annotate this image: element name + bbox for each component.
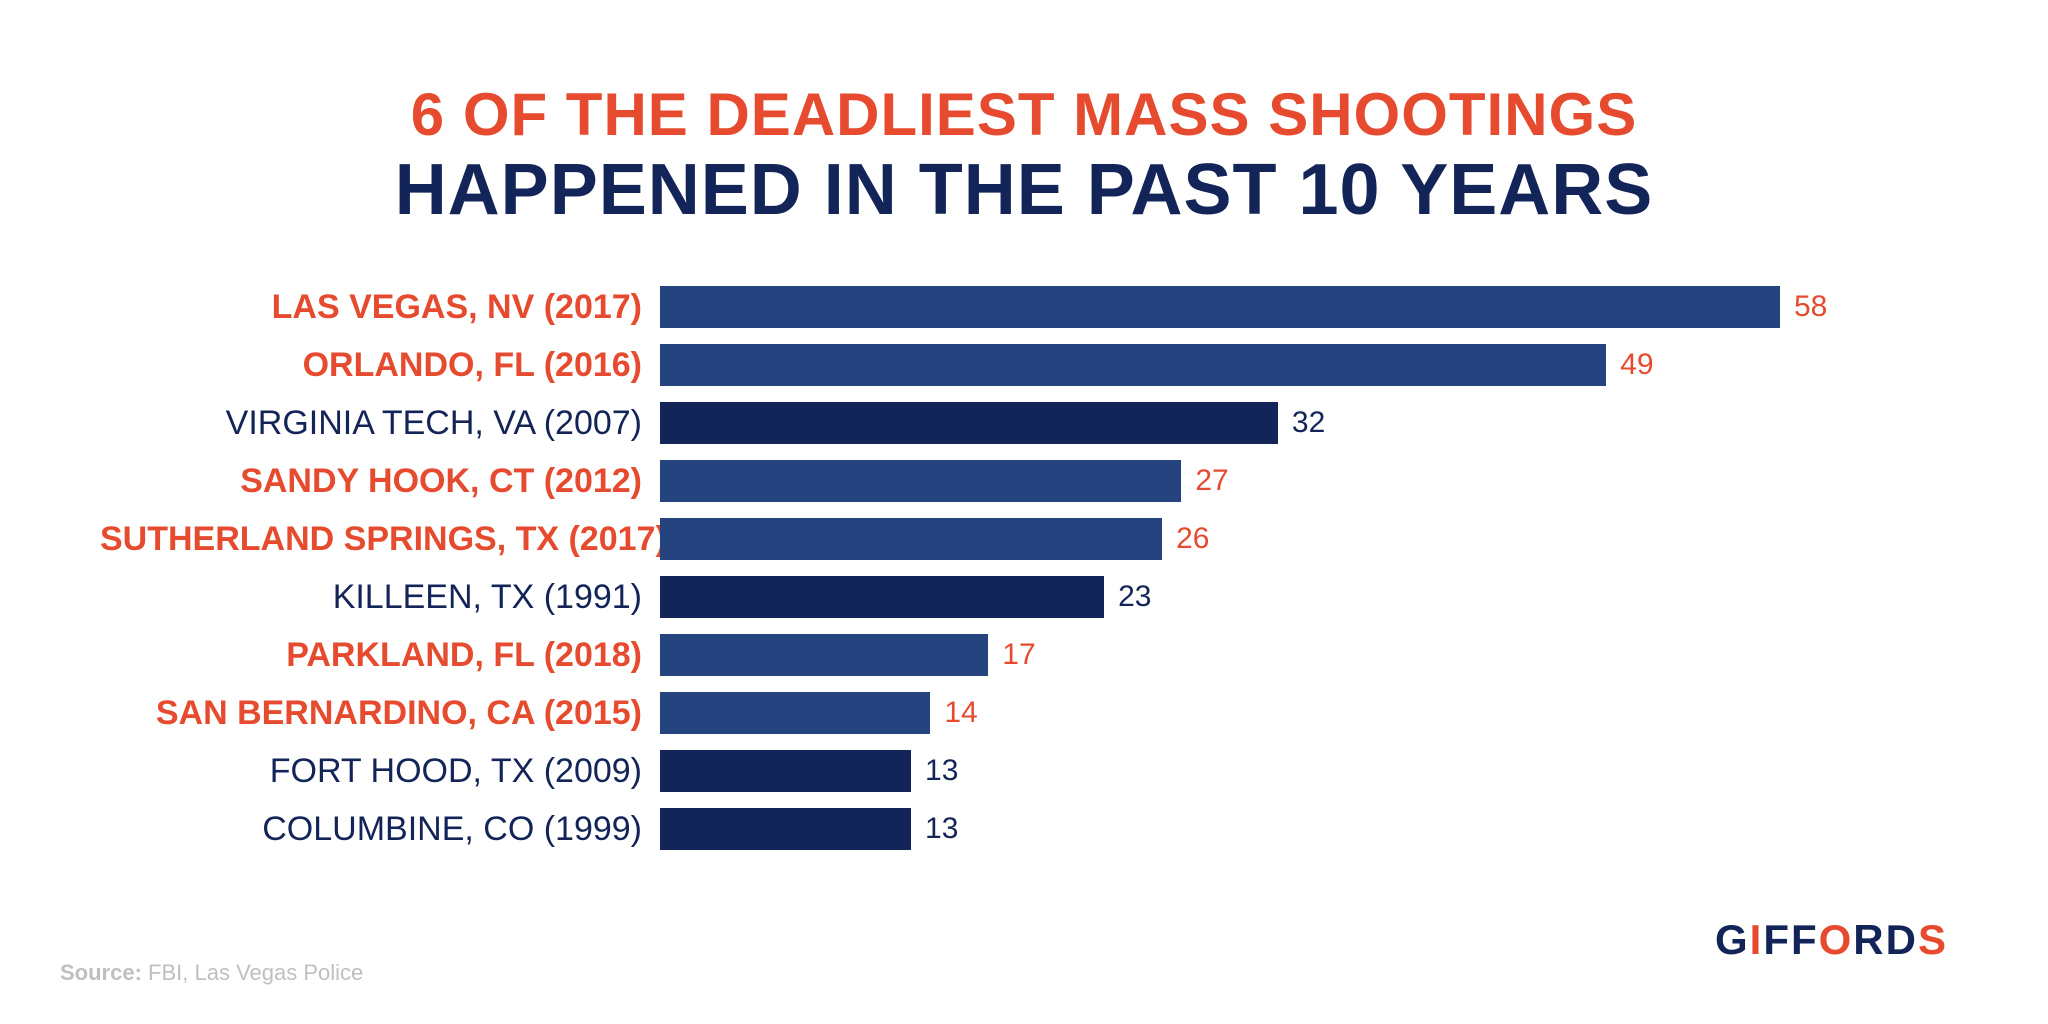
bar-label: FORT HOOD, TX (2009) — [100, 752, 660, 791]
title-block: 6 OF THE DEADLIEST MASS SHOOTINGS HAPPEN… — [100, 80, 1948, 231]
bar — [660, 576, 1104, 618]
bar-value: 13 — [925, 754, 958, 788]
logo-letter: O — [1819, 916, 1854, 963]
logo-letter: G — [1715, 916, 1750, 963]
bar-area: 32 — [660, 402, 1948, 444]
logo-letter: S — [1918, 916, 1948, 963]
bar-value: 27 — [1195, 464, 1228, 498]
bar-label: SAN BERNARDINO, CA (2015) — [100, 694, 660, 733]
source-label: Source: — [60, 960, 142, 985]
bar-value: 17 — [1002, 638, 1035, 672]
bar-label: COLUMBINE, CO (1999) — [100, 810, 660, 849]
source-attribution: Source: FBI, Las Vegas Police — [60, 960, 363, 986]
chart-row: COLUMBINE, CO (1999) 13 — [100, 803, 1948, 855]
logo-letter: R — [1853, 916, 1885, 963]
bar — [660, 750, 911, 792]
bar-value: 32 — [1292, 406, 1325, 440]
bar-label: SUTHERLAND SPRINGS, TX (2017) — [100, 520, 660, 559]
infographic-container: 6 OF THE DEADLIEST MASS SHOOTINGS HAPPEN… — [0, 0, 2048, 1024]
chart-row: ORLANDO, FL (2016) 49 — [100, 339, 1948, 391]
bar-area: 49 — [660, 344, 1948, 386]
chart-row: SANDY HOOK, CT (2012) 27 — [100, 455, 1948, 507]
chart-row: SAN BERNARDINO, CA (2015) 14 — [100, 687, 1948, 739]
logo-letter: F — [1763, 916, 1791, 963]
logo-letter: D — [1886, 916, 1918, 963]
bar-value: 26 — [1176, 522, 1209, 556]
bar-value: 23 — [1118, 580, 1151, 614]
bar-label: KILLEEN, TX (1991) — [100, 578, 660, 617]
bar-value: 58 — [1794, 290, 1827, 324]
logo-letter: F — [1791, 916, 1819, 963]
bar — [660, 402, 1278, 444]
chart-row: PARKLAND, FL (2018) 17 — [100, 629, 1948, 681]
chart-row: FORT HOOD, TX (2009) 13 — [100, 745, 1948, 797]
bar — [660, 808, 911, 850]
chart-row: LAS VEGAS, NV (2017) 58 — [100, 281, 1948, 333]
chart-row: SUTHERLAND SPRINGS, TX (2017) 26 — [100, 513, 1948, 565]
title-line-2: HAPPENED IN THE PAST 10 YEARS — [100, 149, 1948, 231]
bar-area: 26 — [660, 518, 1948, 560]
bar-area: 13 — [660, 808, 1948, 850]
bar — [660, 460, 1181, 502]
bar — [660, 344, 1606, 386]
bar-chart: LAS VEGAS, NV (2017) 58 ORLANDO, FL (2016)… — [100, 281, 1948, 855]
giffords-logo: GIFFORDS — [1715, 916, 1948, 964]
bar-area: 23 — [660, 576, 1948, 618]
bar-area: 58 — [660, 286, 1948, 328]
bar-label: VIRGINIA TECH, VA (2007) — [100, 404, 660, 443]
bar-value: 14 — [944, 696, 977, 730]
bar-label: ORLANDO, FL (2016) — [100, 346, 660, 385]
source-text: FBI, Las Vegas Police — [148, 960, 363, 985]
chart-row: VIRGINIA TECH, VA (2007) 32 — [100, 397, 1948, 449]
bar-area: 17 — [660, 634, 1948, 676]
bar-value: 13 — [925, 812, 958, 846]
bar-label: SANDY HOOK, CT (2012) — [100, 462, 660, 501]
bar-area: 14 — [660, 692, 1948, 734]
bar-label: LAS VEGAS, NV (2017) — [100, 288, 660, 327]
bar-value: 49 — [1620, 348, 1653, 382]
bar-area: 13 — [660, 750, 1948, 792]
chart-row: KILLEEN, TX (1991) 23 — [100, 571, 1948, 623]
bar — [660, 518, 1162, 560]
logo-letter: I — [1750, 916, 1764, 963]
bar — [660, 692, 930, 734]
title-line-1: 6 OF THE DEADLIEST MASS SHOOTINGS — [100, 80, 1948, 149]
bar — [660, 634, 988, 676]
bar-label: PARKLAND, FL (2018) — [100, 636, 660, 675]
bar — [660, 286, 1780, 328]
bar-area: 27 — [660, 460, 1948, 502]
